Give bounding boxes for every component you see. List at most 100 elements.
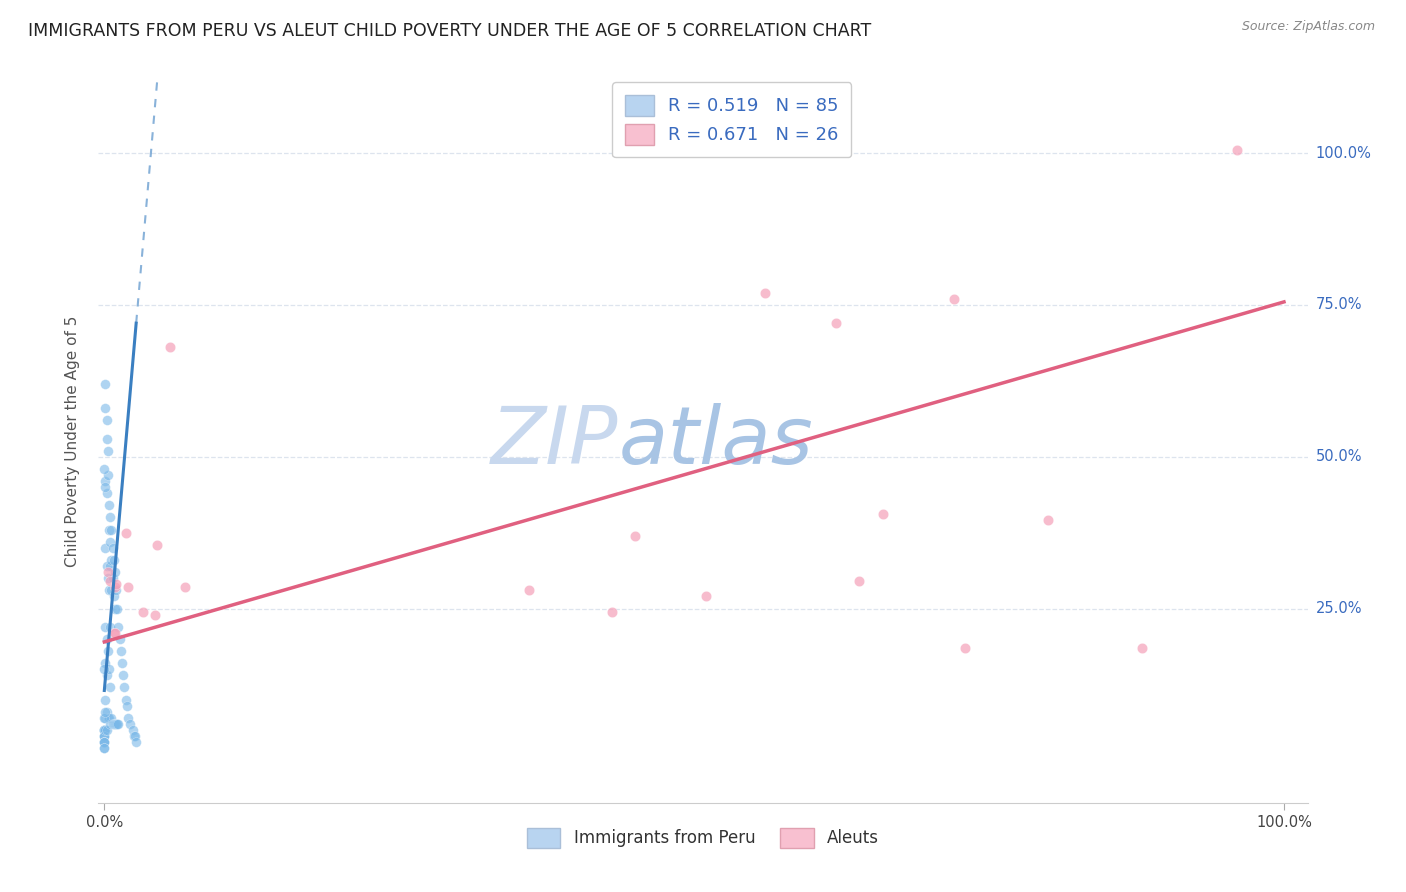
Point — [93, 741, 115, 756]
Point — [93, 735, 115, 749]
Point — [173, 580, 195, 594]
Point — [93, 729, 115, 743]
Point — [93, 723, 115, 737]
Text: Source: ZipAtlas.com: Source: ZipAtlas.com — [1241, 20, 1375, 33]
Point — [94, 723, 117, 737]
Point — [98, 717, 121, 731]
Point — [93, 662, 115, 676]
Text: 25.0%: 25.0% — [1316, 601, 1362, 616]
Point — [103, 590, 125, 604]
Point — [159, 340, 181, 354]
Point — [107, 620, 129, 634]
Point — [117, 580, 139, 594]
Point — [824, 316, 846, 330]
Point — [98, 711, 121, 725]
Point — [93, 711, 115, 725]
Point — [98, 662, 121, 676]
Point — [98, 523, 121, 537]
Point — [1036, 513, 1059, 527]
Point — [96, 413, 118, 427]
Point — [117, 711, 139, 725]
Point — [942, 292, 965, 306]
Point — [115, 698, 138, 713]
Point — [98, 574, 121, 589]
Point — [98, 583, 121, 598]
Point — [98, 681, 121, 695]
Point — [93, 723, 115, 737]
Point — [94, 541, 117, 555]
Point — [96, 632, 118, 646]
Text: atlas: atlas — [619, 402, 813, 481]
Point — [96, 432, 118, 446]
Point — [517, 583, 540, 598]
Text: ZIP: ZIP — [491, 402, 619, 481]
Point — [93, 735, 115, 749]
Point — [114, 525, 136, 540]
Point — [146, 538, 169, 552]
Point — [132, 605, 155, 619]
Point — [103, 553, 125, 567]
Point — [94, 711, 117, 725]
Point — [695, 590, 717, 604]
Point — [94, 656, 117, 670]
Point — [955, 640, 977, 655]
Point — [122, 729, 145, 743]
Point — [107, 717, 129, 731]
Point — [104, 565, 127, 579]
Point — [105, 583, 128, 598]
Point — [97, 565, 120, 579]
Point — [93, 729, 115, 743]
Point — [121, 723, 143, 737]
Point — [93, 462, 115, 476]
Point — [104, 717, 127, 731]
Point — [101, 717, 124, 731]
Point — [108, 632, 131, 646]
Point — [100, 553, 122, 567]
Point — [96, 668, 118, 682]
Point — [100, 523, 122, 537]
Point — [112, 681, 135, 695]
Point — [105, 717, 128, 731]
Text: 50.0%: 50.0% — [1316, 450, 1362, 464]
Point — [100, 711, 122, 725]
Point — [93, 723, 115, 737]
Point — [105, 577, 128, 591]
Point — [94, 692, 117, 706]
Point — [111, 656, 134, 670]
Point — [94, 480, 117, 494]
Point — [94, 705, 117, 719]
Point — [94, 474, 117, 488]
Point — [624, 529, 647, 543]
Point — [93, 723, 115, 737]
Point — [600, 605, 623, 619]
Point — [1132, 640, 1154, 655]
Text: IMMIGRANTS FROM PERU VS ALEUT CHILD POVERTY UNDER THE AGE OF 5 CORRELATION CHART: IMMIGRANTS FROM PERU VS ALEUT CHILD POVE… — [28, 22, 872, 40]
Point — [114, 692, 136, 706]
Point — [96, 723, 118, 737]
Point — [94, 376, 117, 391]
Point — [93, 735, 115, 749]
Point — [98, 559, 121, 574]
Point — [120, 717, 142, 731]
Point — [103, 625, 125, 640]
Point — [110, 644, 132, 658]
Point — [112, 668, 135, 682]
Point — [105, 601, 128, 615]
Text: 100.0%: 100.0% — [1316, 145, 1372, 161]
Point — [98, 534, 121, 549]
Point — [104, 601, 127, 615]
Point — [96, 486, 118, 500]
Point — [97, 711, 120, 725]
Point — [97, 467, 120, 482]
Point — [872, 508, 894, 522]
Point — [96, 559, 118, 574]
Point — [848, 574, 870, 589]
Point — [104, 580, 127, 594]
Point — [143, 607, 166, 622]
Point — [1226, 143, 1249, 157]
Point — [93, 741, 115, 756]
Point — [104, 625, 127, 640]
Point — [100, 583, 122, 598]
Point — [105, 717, 128, 731]
Point — [98, 510, 121, 524]
